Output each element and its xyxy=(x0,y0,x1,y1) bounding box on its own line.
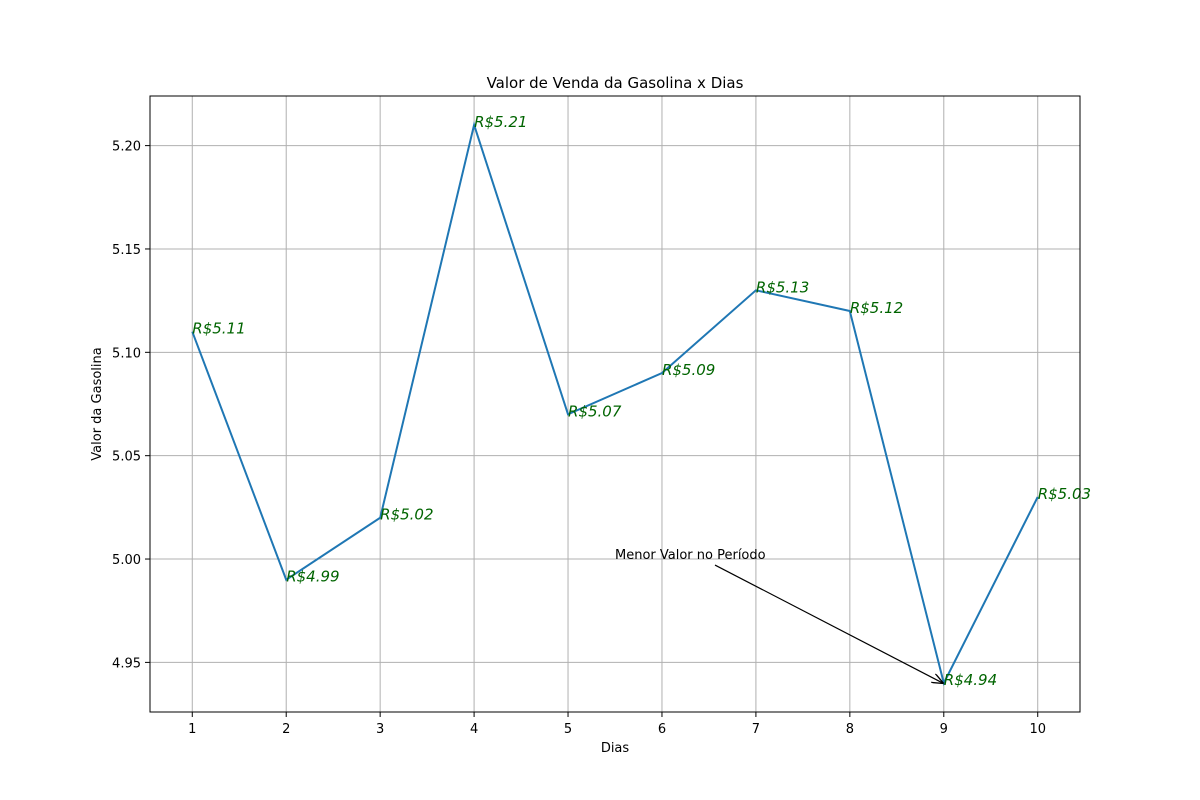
x-tick-label: 8 xyxy=(846,722,854,737)
data-label: R$5.07 xyxy=(568,402,622,420)
data-label: R$5.09 xyxy=(662,361,715,379)
y-axis-label: Valor da Gasolina xyxy=(90,347,105,460)
data-label: R$5.03 xyxy=(1038,485,1091,503)
x-tick-label: 10 xyxy=(1029,722,1046,737)
y-tick-label: 5.20 xyxy=(112,140,141,155)
x-tick-label: 4 xyxy=(470,722,478,737)
axes-frame xyxy=(149,95,1081,713)
x-tick-label: 5 xyxy=(564,722,572,737)
grid xyxy=(150,96,1080,712)
x-axis-label: Dias xyxy=(601,741,630,756)
y-tick-label: 5.05 xyxy=(112,450,141,465)
data-label: R$5.21 xyxy=(474,113,527,131)
y-tick-label: 5.10 xyxy=(112,346,141,361)
annotation: Menor Valor no Período xyxy=(615,548,943,683)
data-label: R$4.94 xyxy=(944,671,997,689)
x-tick-label: 1 xyxy=(188,722,196,737)
annotation-text: Menor Valor no Período xyxy=(615,548,766,563)
data-labels: R$5.11 R$4.99 R$5.02 R$5.21 R$5.07 R$5.09 R$5.… xyxy=(192,113,1091,689)
series-layer xyxy=(191,121,1039,686)
series-line xyxy=(191,121,1039,686)
annotation-arrow xyxy=(714,564,943,683)
chart-title: Valor de Venda da Gasolina x Dias xyxy=(487,74,744,92)
x-tick-label: 7 xyxy=(752,722,760,737)
x-tick-label: 3 xyxy=(376,722,384,737)
y-tick-label: 4.95 xyxy=(112,656,141,671)
data-label: R$5.12 xyxy=(850,299,903,317)
data-label: R$5.11 xyxy=(192,320,245,338)
data-label: R$4.99 xyxy=(286,568,339,586)
y-tick-label: 5.00 xyxy=(112,553,141,568)
x-tick-label: 6 xyxy=(658,722,666,737)
data-label: R$5.13 xyxy=(756,278,809,296)
ticks: 1 2 3 4 5 6 7 8 9 10 4.95 5.00 5.05 5.10 5.15 5.20 xyxy=(112,140,1046,737)
y-tick-label: 5.15 xyxy=(112,243,141,258)
x-tick-label: 9 xyxy=(940,722,948,737)
data-label: R$5.02 xyxy=(380,506,433,524)
x-tick-label: 2 xyxy=(282,722,290,737)
